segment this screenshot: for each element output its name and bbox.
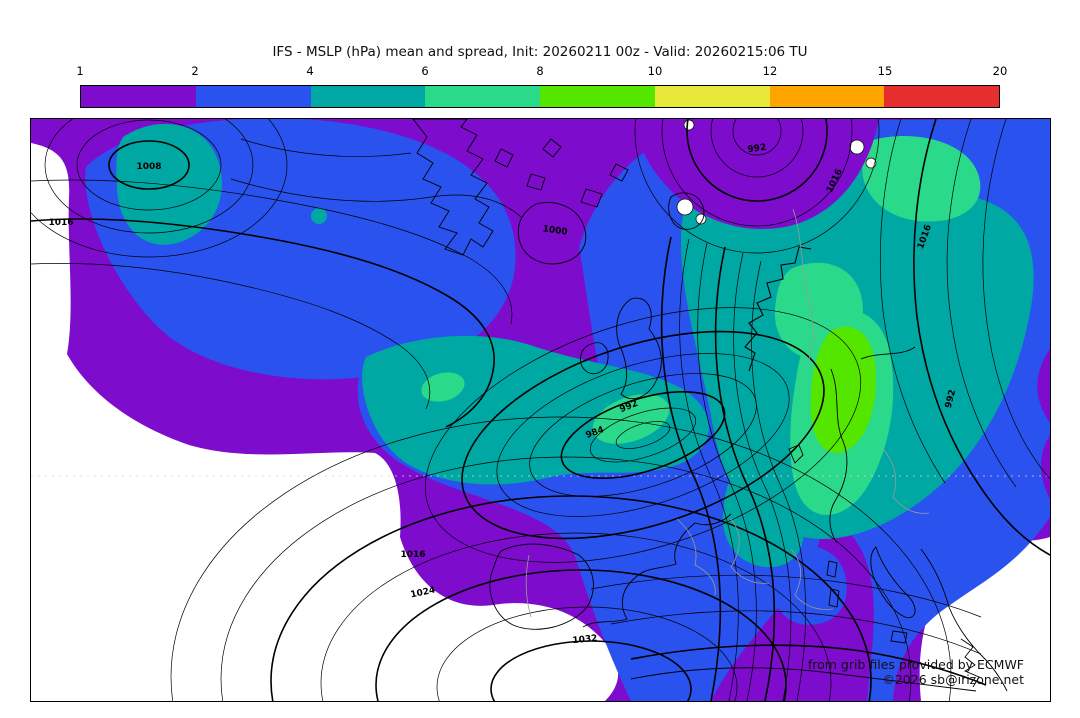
colorbar-tick-10: 10 (647, 64, 663, 78)
colorbar-tick-20: 20 (992, 64, 1008, 78)
colorbar-segment-1-2 (81, 86, 196, 107)
colorbar-tick-1: 1 (76, 64, 84, 78)
colorbar-segment-15-20 (884, 86, 999, 107)
chart-title: IFS - MSLP (hPa) mean and spread, Init: … (272, 44, 808, 60)
credits-line-ecmwf: from grib files provided by ECMWF (807, 657, 1024, 672)
coastlines (412, 119, 1008, 692)
colorbar-tick-15: 15 (877, 64, 893, 78)
colorbar-tick-labels: 1 2 4 6 8 10 12 15 20 (76, 64, 1007, 80)
colorbar-segment-12-15 (769, 86, 885, 107)
spread-8-10-region (810, 326, 876, 453)
colorbar-tick-6: 6 (421, 64, 429, 78)
low-spread-white-region (31, 143, 619, 701)
credits: from grib files provided by ECMWF ©2026 … (808, 657, 1024, 687)
weather-map-svg (31, 119, 1050, 701)
colorbar-segment-2-4 (195, 86, 311, 107)
mslp-contours (31, 119, 1050, 701)
colorbar-segment-8-10 (540, 86, 655, 107)
mslp-map: 1008 1016 1000 992 1016 1016 992 984 992 1016 1024… (30, 118, 1051, 702)
credits-line-copyright: ©2026 sb@irizone.net (882, 672, 1024, 687)
colorbar-tick-8: 8 (536, 64, 544, 78)
colorbar-tick-4: 4 (306, 64, 314, 78)
colorbar-segment-4-6 (310, 86, 426, 107)
colorbar-segment-10-12 (654, 86, 770, 107)
country-borders (525, 208, 930, 618)
spread-colorbar (80, 85, 1000, 108)
colorbar-segment-6-8 (425, 86, 540, 107)
colorbar-tick-2: 2 (191, 64, 199, 78)
colorbar-tick-12: 12 (762, 64, 778, 78)
